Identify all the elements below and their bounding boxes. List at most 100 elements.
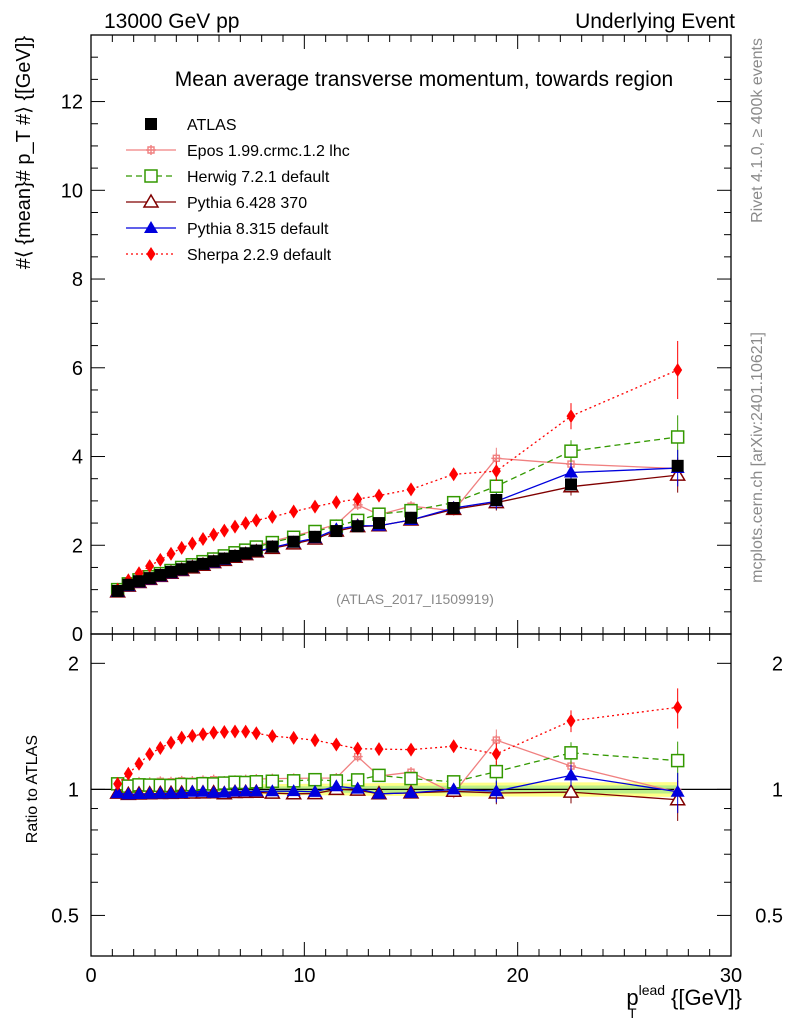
data-point-atlas: [218, 552, 231, 565]
ratio-point-sherpa: [134, 756, 144, 771]
ratio-tick-label-left: 0.5: [51, 905, 79, 927]
ratio-point-pythia8: [153, 786, 168, 799]
data-point-sherpa: [331, 495, 341, 510]
ratio-point-pythia8: [372, 786, 386, 799]
ratio-tick-label-left: 2: [68, 653, 79, 675]
legend-label: Pythia 8.315 default: [187, 221, 329, 238]
y-axis-label-ratio: Ratio to ATLAS: [24, 735, 41, 843]
x-axis-label: plead {[GeV]}: [626, 982, 742, 1010]
chart-title: Mean average transverse momentum, toward…: [175, 68, 673, 91]
ratio-point-sherpa: [289, 730, 299, 745]
ratio-point-pythia8: [564, 768, 578, 781]
ratio-tick-label-left: 1: [68, 779, 79, 801]
ratio-point-sherpa: [241, 724, 251, 739]
x-tick-label: 20: [507, 965, 529, 987]
ratio-point-pythia8: [308, 784, 322, 797]
data-point-sherpa: [491, 464, 501, 479]
data-point-sherpa: [177, 540, 187, 555]
data-point-atlas: [309, 530, 321, 543]
ratio-point-pythia8: [265, 784, 280, 797]
ratio-point-sherpa: [251, 726, 261, 741]
data-point-sherpa: [566, 409, 576, 424]
ratio-point-sherpa: [491, 746, 501, 761]
data-point-sherpa: [241, 516, 251, 531]
data-point-sherpa: [251, 513, 261, 528]
data-point-sherpa: [166, 546, 176, 561]
series-sherpa: [113, 340, 683, 791]
ratio-point-pythia8: [196, 784, 210, 797]
header-right: Underlying Event: [575, 10, 735, 33]
legend-marker-pythia8: [144, 221, 158, 233]
ratio-point-herwig: [404, 771, 418, 786]
series-atlas: [111, 459, 684, 597]
ratio-point-sherpa: [374, 742, 384, 757]
ratio-point-pythia8: [142, 786, 157, 799]
ratio-point-sherpa: [177, 730, 187, 745]
ratio-line-sherpa: [117, 706, 678, 785]
ratio-point-herwig: [564, 746, 578, 760]
ratio-point-pythia8: [217, 785, 232, 798]
ratio-point-sherpa: [166, 735, 176, 750]
ratio-point-sherpa: [566, 713, 576, 728]
legend-item-pythia6: Pythia 6.428 370: [126, 193, 307, 212]
data-point-atlas: [447, 501, 460, 514]
ratio-point-herwig: [489, 764, 504, 779]
legend-label: Sherpa 2.2.9 default: [187, 247, 332, 264]
x-axis-label-p: p: [626, 985, 638, 1010]
data-point-sherpa: [230, 519, 240, 534]
ratio-point-pythia8: [350, 781, 365, 794]
ratio-point-sherpa: [145, 747, 155, 762]
ratio-point-herwig: [308, 772, 322, 787]
ratio-point-herwig: [670, 753, 685, 768]
ratio-point-sherpa: [187, 728, 197, 743]
data-point-atlas: [111, 584, 124, 597]
mcplots-label: mcplots.cern.ch [arXiv:2401.10621]: [749, 332, 766, 583]
data-point-atlas: [330, 525, 343, 538]
data-point-atlas: [154, 568, 167, 581]
legend-marker-pythia6: [142, 193, 160, 208]
ratio-point-pythia8: [329, 779, 344, 792]
data-point-atlas: [197, 557, 209, 570]
x-tick-label: 10: [293, 965, 315, 987]
data-point-atlas: [373, 517, 385, 530]
y-tick-label: 6: [72, 358, 83, 380]
data-point-pythia8: [564, 465, 578, 478]
legend-marker-epos: [146, 145, 156, 155]
data-point-sherpa: [198, 532, 208, 547]
data-point-sherpa: [219, 523, 229, 538]
ratio-point-sherpa: [449, 739, 459, 754]
legend-label: Pythia 6.428 370: [187, 195, 307, 212]
ratio-point-sherpa: [230, 724, 240, 739]
x-axis-label-unit: {[GeV]}: [671, 985, 742, 1010]
legend-label: Herwig 7.2.1 default: [187, 169, 330, 186]
ratio-tick-label-right: 0.5: [755, 905, 783, 927]
ratio-point-sherpa: [198, 727, 208, 742]
legend-marker-sherpa: [146, 247, 156, 261]
analysis-tag: (ATLAS_2017_I1509919): [336, 591, 494, 607]
legend-item-atlas: ATLAS: [145, 117, 237, 134]
data-point-atlas: [250, 544, 263, 557]
ratio-point-pythia8: [489, 784, 504, 797]
ratio-tick-label-right: 2: [772, 653, 783, 675]
data-point-herwig: [489, 479, 504, 493]
data-point-sherpa: [187, 536, 197, 551]
ratio-point-sherpa: [113, 776, 123, 791]
ratio-point-sherpa: [155, 740, 165, 755]
data-point-sherpa: [449, 467, 459, 482]
data-point-sherpa: [673, 362, 683, 377]
ratio-point-pythia8: [404, 785, 418, 798]
x-axis-label-sup: lead: [639, 982, 665, 998]
x-axis-label-sub: T: [628, 1005, 637, 1021]
ratio-point-pythia8: [174, 786, 189, 799]
data-point-herwig: [564, 444, 578, 458]
series-line-pythia6: [117, 474, 678, 593]
data-series: [109, 340, 686, 821]
ratio-point-sherpa: [353, 741, 363, 756]
ratio-point-sherpa: [406, 742, 416, 757]
data-point-atlas: [186, 560, 199, 573]
legend-item-epos: Epos 1.99.crmc.1.2 lhc: [126, 143, 350, 160]
data-point-sherpa: [289, 504, 299, 519]
legend-item-pythia8: Pythia 8.315 default: [126, 221, 329, 238]
legend: ATLAS Epos 1.99.crmc.1.2 lhc Herwig 7.2.1 …: [126, 117, 350, 264]
header-left: 13000 GeV pp: [104, 10, 239, 33]
